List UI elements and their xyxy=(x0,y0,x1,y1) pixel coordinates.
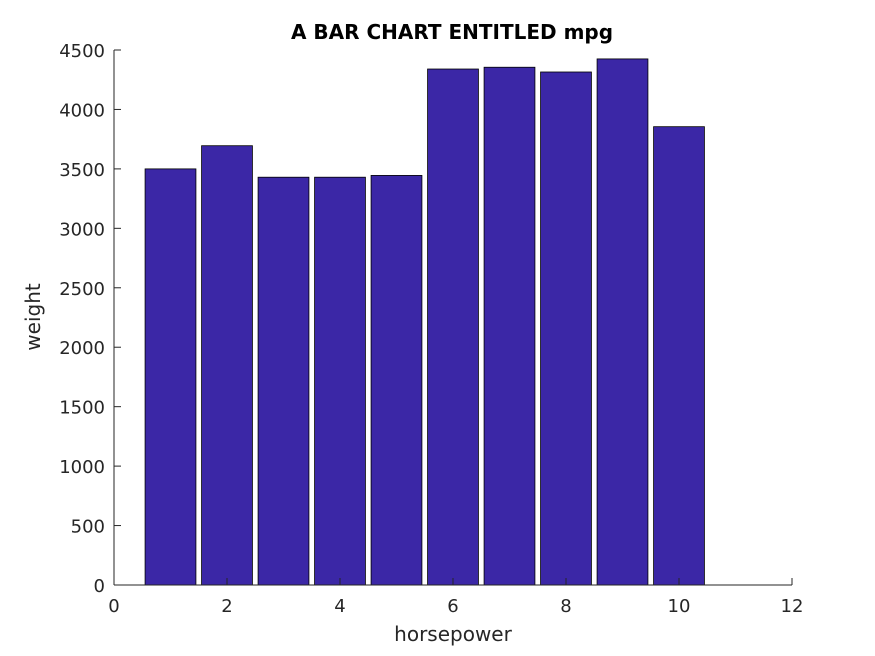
bar-2 xyxy=(201,145,253,586)
y-tick-label-500: 500 xyxy=(71,517,105,538)
x-axis-label: horsepower xyxy=(394,622,512,646)
bar-10 xyxy=(653,126,705,586)
x-tick-label-10: 10 xyxy=(668,596,691,617)
x-tick-label-4: 4 xyxy=(334,596,345,617)
x-tick-label-2: 2 xyxy=(221,596,232,617)
x-tick-label-8: 8 xyxy=(560,596,571,617)
bar-1 xyxy=(144,168,197,586)
bar-4 xyxy=(314,176,366,586)
x-tick-label-0: 0 xyxy=(108,596,119,617)
x-tick-label-12: 12 xyxy=(781,596,804,617)
bar-3 xyxy=(257,176,310,586)
y-axis-label: weight xyxy=(21,283,45,351)
x-tick-label-6: 6 xyxy=(447,596,458,617)
y-tick-label-2000: 2000 xyxy=(59,338,105,359)
y-tick-label-4500: 4500 xyxy=(59,41,105,62)
y-tick-label-2500: 2500 xyxy=(59,279,105,300)
y-tick-label-3000: 3000 xyxy=(59,219,105,240)
axes-group: 0 2 4 6 8 10 12 0 500 1000 1500 2000 2500 3000 3500 400… xyxy=(59,41,803,617)
chart-title: A BAR CHART ENTITLED mpg xyxy=(291,20,613,44)
y-tick-label-4000: 4000 xyxy=(59,100,105,121)
y-tick-label-3500: 3500 xyxy=(59,160,105,181)
bar-8 xyxy=(540,71,592,586)
bar-9 xyxy=(596,58,649,586)
bars-group xyxy=(144,58,705,586)
y-tick-label-1000: 1000 xyxy=(59,457,105,478)
y-tick-label-0: 0 xyxy=(94,576,105,597)
y-tick-label-1500: 1500 xyxy=(59,398,105,419)
bar-5 xyxy=(370,175,423,586)
bar-6 xyxy=(427,68,479,586)
bar-7 xyxy=(483,66,536,586)
